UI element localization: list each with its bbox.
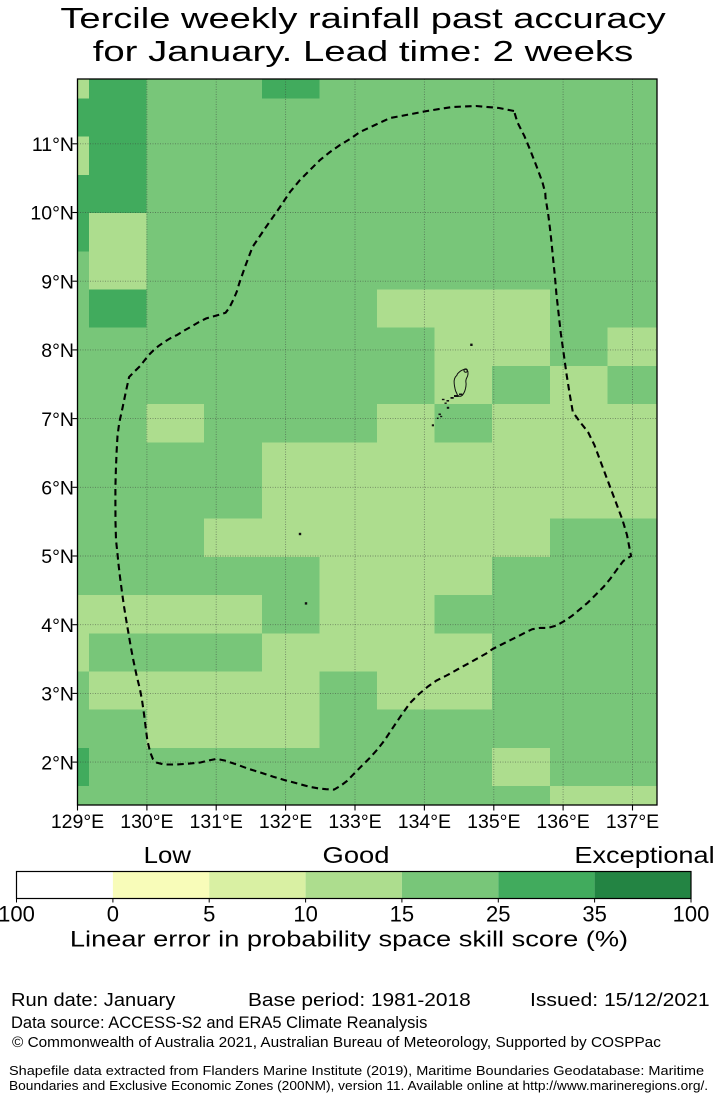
svg-text:100: 100	[673, 902, 710, 927]
svg-text:133°E: 133°E	[328, 811, 381, 833]
svg-text:134°E: 134°E	[398, 811, 451, 833]
svg-text:10°N: 10°N	[30, 203, 74, 225]
svg-text:5°N: 5°N	[41, 546, 74, 568]
svg-text:4°N: 4°N	[41, 615, 74, 637]
svg-text:137°E: 137°E	[606, 811, 659, 833]
svg-text:8°N: 8°N	[41, 340, 74, 362]
svg-text:2°N: 2°N	[41, 752, 74, 774]
svg-text:11°N: 11°N	[32, 134, 74, 156]
svg-text:5: 5	[203, 902, 215, 927]
svg-text:135°E: 135°E	[467, 811, 520, 833]
svg-text:100: 100	[0, 902, 35, 927]
svg-text:130°E: 130°E	[120, 811, 173, 833]
svg-text:3°N: 3°N	[41, 684, 74, 706]
svg-text:7°N: 7°N	[41, 409, 74, 431]
svg-text:10: 10	[293, 902, 317, 927]
svg-text:131°E: 131°E	[190, 811, 243, 833]
svg-text:129°E: 129°E	[51, 811, 104, 833]
svg-text:35: 35	[582, 902, 606, 927]
svg-text:25: 25	[486, 902, 510, 927]
svg-text:6°N: 6°N	[41, 478, 74, 500]
svg-text:Low: Low	[144, 843, 192, 868]
svg-text:Exceptional: Exceptional	[574, 843, 714, 869]
svg-text:136°E: 136°E	[536, 811, 589, 833]
svg-text:15: 15	[390, 902, 414, 927]
svg-text:132°E: 132°E	[259, 811, 312, 833]
svg-text:0: 0	[107, 902, 119, 927]
svg-text:Good: Good	[323, 843, 390, 868]
svg-text:Linear error in probability sp: Linear error in probability space skill …	[70, 927, 628, 952]
svg-text:9°N: 9°N	[41, 271, 74, 293]
